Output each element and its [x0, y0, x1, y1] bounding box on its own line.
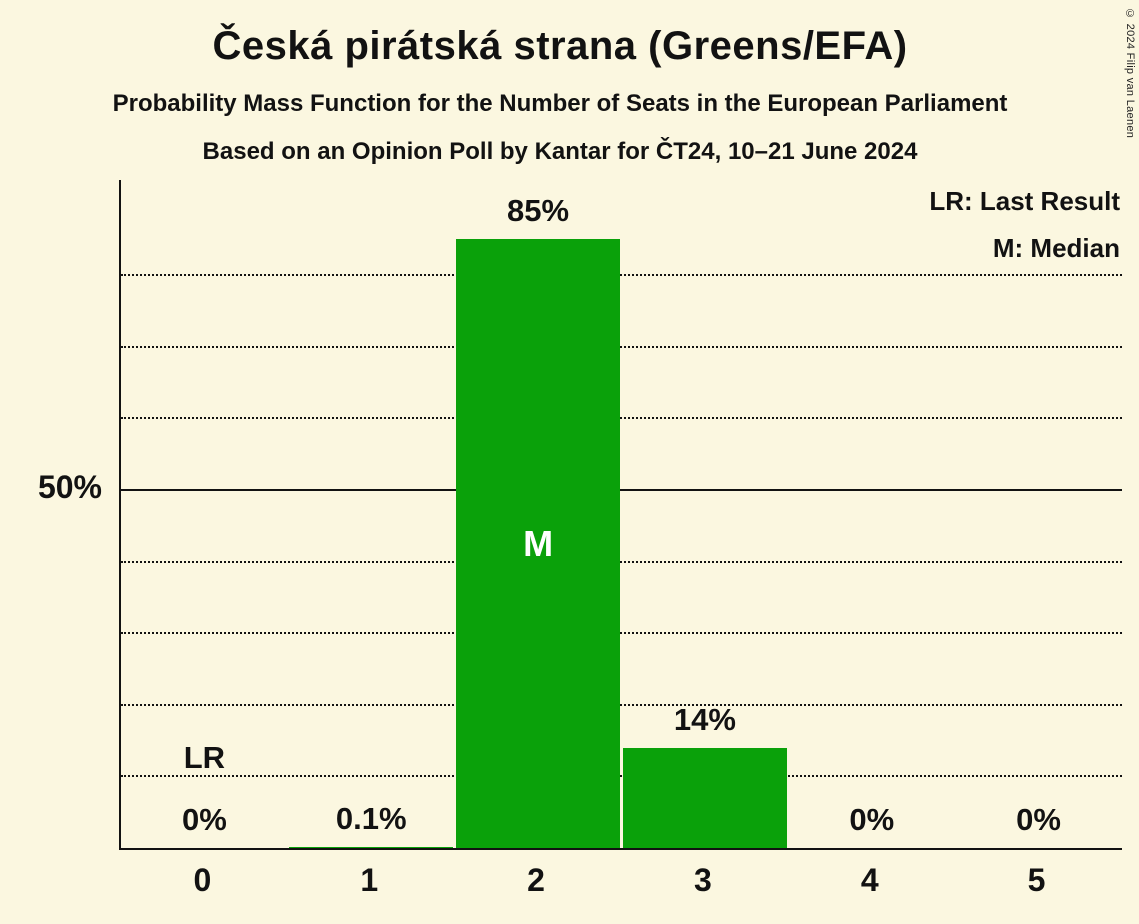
x-tick-label-5: 5	[1027, 862, 1046, 898]
bar-seats-3	[623, 747, 787, 848]
bar-value-label-seats-1: 0.1%	[335, 801, 407, 837]
gridline-30pct	[121, 632, 1122, 635]
gridline-20pct	[121, 703, 1122, 706]
median-marker: M	[523, 522, 554, 564]
x-axis-labels: 0 1 2 3 4 5	[119, 862, 1120, 906]
bar-value-label-seats-5: 0%	[1016, 802, 1061, 837]
legend-median: M: Median	[992, 233, 1120, 263]
gridline-10pct	[121, 775, 1122, 778]
chart-subsubtitle: Based on an Opinion Poll by Kantar for Č…	[202, 138, 918, 165]
gridline-70pct	[121, 345, 1122, 348]
y-axis-tick-label: 50%	[37, 469, 102, 505]
chart-subtitle: Probability Mass Function for the Number…	[112, 90, 1008, 117]
bar-value-label-seats-2: 85%	[507, 193, 570, 229]
bar-value-label-seats-4: 0%	[849, 802, 895, 837]
bar-value-label-seats-3: 14%	[673, 701, 736, 737]
legend-last-result: LR: Last Result	[929, 186, 1120, 216]
gridline-80pct	[121, 274, 1122, 277]
bar-seats-2	[456, 239, 620, 848]
x-tick-label-3: 3	[694, 862, 712, 898]
bar-seats-1	[289, 847, 454, 848]
x-tick-label-2: 2	[527, 862, 545, 898]
x-tick-label-1: 1	[360, 862, 379, 898]
fifty-percent-line	[121, 489, 1122, 492]
x-tick-label-4: 4	[860, 862, 879, 898]
plot-area: 0% 0.1% 85% 14% 0% 0% M LR	[119, 180, 1122, 850]
copyright-notice: © 2024 Filip van Laenen	[1124, 8, 1136, 139]
chart-title: Česká pirátská strana (Greens/EFA)	[212, 24, 908, 68]
last-result-marker: LR	[183, 740, 226, 775]
gridline-60pct	[121, 417, 1122, 420]
x-tick-label-0: 0	[193, 862, 212, 898]
gridline-40pct	[121, 560, 1122, 563]
bar-value-label-seats-0: 0%	[182, 802, 227, 837]
